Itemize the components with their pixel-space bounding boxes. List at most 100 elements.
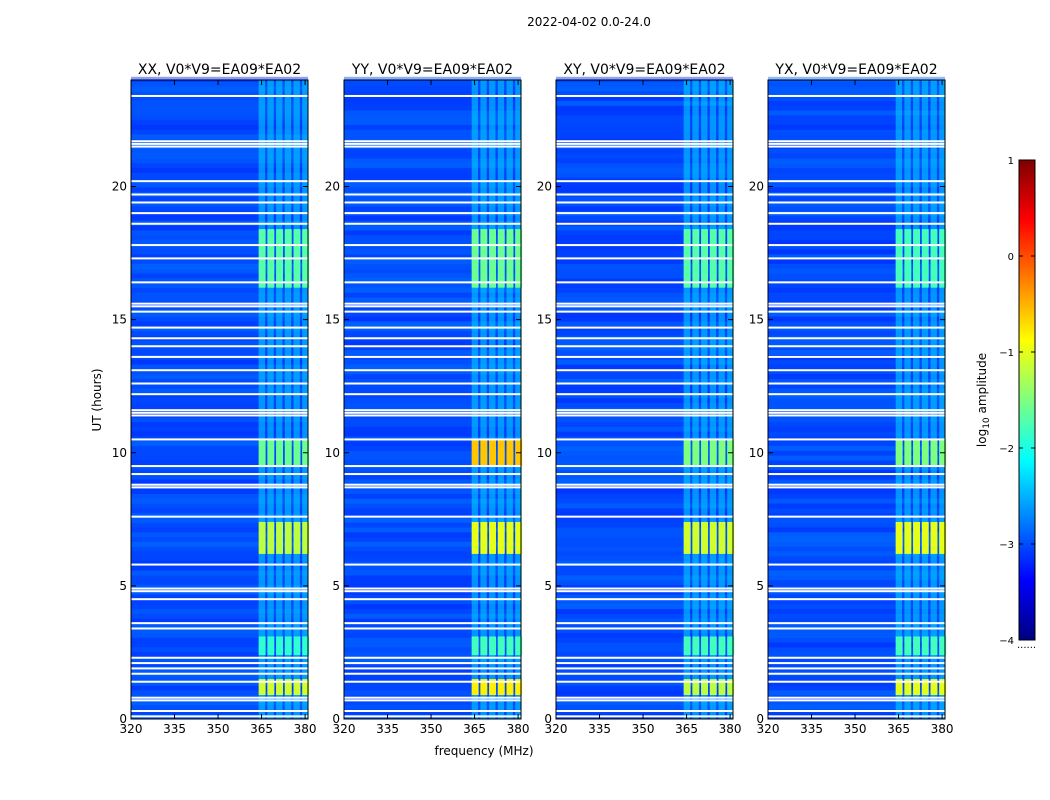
noise-row: [556, 249, 733, 255]
noise-row: [556, 647, 733, 653]
flagged-row: [768, 656, 945, 659]
noise-row: [768, 488, 945, 495]
flagged-row: [768, 563, 945, 566]
noise-row: [131, 359, 308, 365]
noise-row: [131, 110, 308, 116]
flagged-row: [556, 140, 733, 143]
noise-row: [556, 397, 733, 403]
flagged-row: [344, 411, 521, 414]
flagged-row: [344, 483, 521, 486]
noise-row: [344, 311, 521, 317]
x-tick-label: 335: [800, 722, 823, 736]
noise-row: [344, 76, 521, 82]
noise-row: [131, 570, 308, 576]
noise-row: [344, 417, 521, 423]
noise-row: [556, 651, 733, 657]
noise-row: [131, 81, 308, 87]
noise-row: [768, 268, 945, 274]
noise-row: [768, 345, 945, 351]
flagged-row: [556, 414, 733, 417]
noise-row: [556, 445, 733, 451]
flagged-row: [131, 587, 308, 590]
burst-cell: [489, 636, 497, 656]
noise-row: [344, 340, 521, 346]
flagged-row: [131, 94, 308, 97]
noise-row: [556, 479, 733, 485]
noise-row: [344, 580, 521, 586]
noise-row: [131, 388, 308, 394]
noise-row: [131, 474, 308, 480]
flagged-row: [131, 715, 308, 718]
noise-row: [131, 311, 308, 317]
noise-row: [556, 704, 733, 710]
noise-row: [768, 551, 945, 557]
flagged-row: [344, 662, 521, 665]
burst-cell: [727, 679, 735, 696]
noise-row: [768, 129, 945, 135]
burst-cell: [497, 679, 505, 696]
noise-row: [556, 153, 733, 159]
burst-cell: [683, 521, 691, 554]
noise-row: [556, 627, 733, 634]
flagged-row: [131, 667, 308, 670]
burst-cell: [258, 636, 266, 656]
noise-row: [556, 378, 733, 384]
noise-row: [344, 488, 521, 495]
flagged-row: [556, 201, 733, 204]
y-tick-label: 5: [756, 579, 764, 593]
flagged-row: [344, 486, 521, 489]
noise-row: [556, 100, 733, 106]
noise-row: [131, 134, 308, 140]
flagged-row: [556, 587, 733, 590]
noise-row: [556, 287, 733, 293]
noise-row: [344, 522, 521, 528]
noise-row: [131, 316, 308, 322]
flagged-row: [131, 337, 308, 340]
noise-row: [131, 76, 308, 82]
flagged-row: [131, 409, 308, 412]
flagged-row: [131, 563, 308, 566]
noise-row: [131, 623, 308, 629]
burst-cell: [895, 636, 903, 656]
noise-row: [768, 498, 945, 504]
noise-row: [131, 349, 308, 356]
y-tick-label: 20: [537, 180, 552, 194]
noise-row: [344, 306, 521, 312]
noise-row: [344, 345, 521, 351]
noise-row: [556, 464, 733, 471]
noise-row: [131, 704, 308, 710]
flagged-row: [556, 145, 733, 148]
burst-cell: [471, 439, 479, 467]
noise-row: [344, 182, 521, 188]
noise-row: [556, 373, 733, 380]
noise-row: [344, 613, 521, 619]
noise-row: [556, 603, 733, 610]
burst-cell: [497, 439, 505, 467]
flagged-row: [344, 281, 521, 284]
y-tick-label: 10: [112, 446, 127, 460]
x-tick-label: 320: [120, 722, 143, 736]
noise-row: [131, 699, 308, 705]
noise-row: [131, 584, 308, 590]
burst-cell: [267, 679, 275, 696]
noise-row: [131, 431, 308, 437]
noise-row: [768, 201, 945, 207]
noise-row: [768, 618, 945, 624]
noise-row: [556, 158, 733, 164]
noise-row: [131, 690, 308, 696]
noise-row: [556, 172, 733, 178]
flagged-row: [344, 222, 521, 225]
noise-row: [556, 110, 733, 116]
burst-cell: [471, 636, 479, 656]
noise-row: [556, 450, 733, 456]
flagged-row: [768, 667, 945, 670]
noise-row: [556, 594, 733, 600]
x-tick-label: 335: [588, 722, 611, 736]
noise-row: [131, 498, 308, 504]
noise-row: [344, 273, 521, 279]
noise-row: [344, 115, 521, 121]
noise-row: [556, 690, 733, 696]
flagged-row: [344, 201, 521, 204]
flagged-row: [556, 337, 733, 340]
noise-row: [131, 488, 308, 495]
